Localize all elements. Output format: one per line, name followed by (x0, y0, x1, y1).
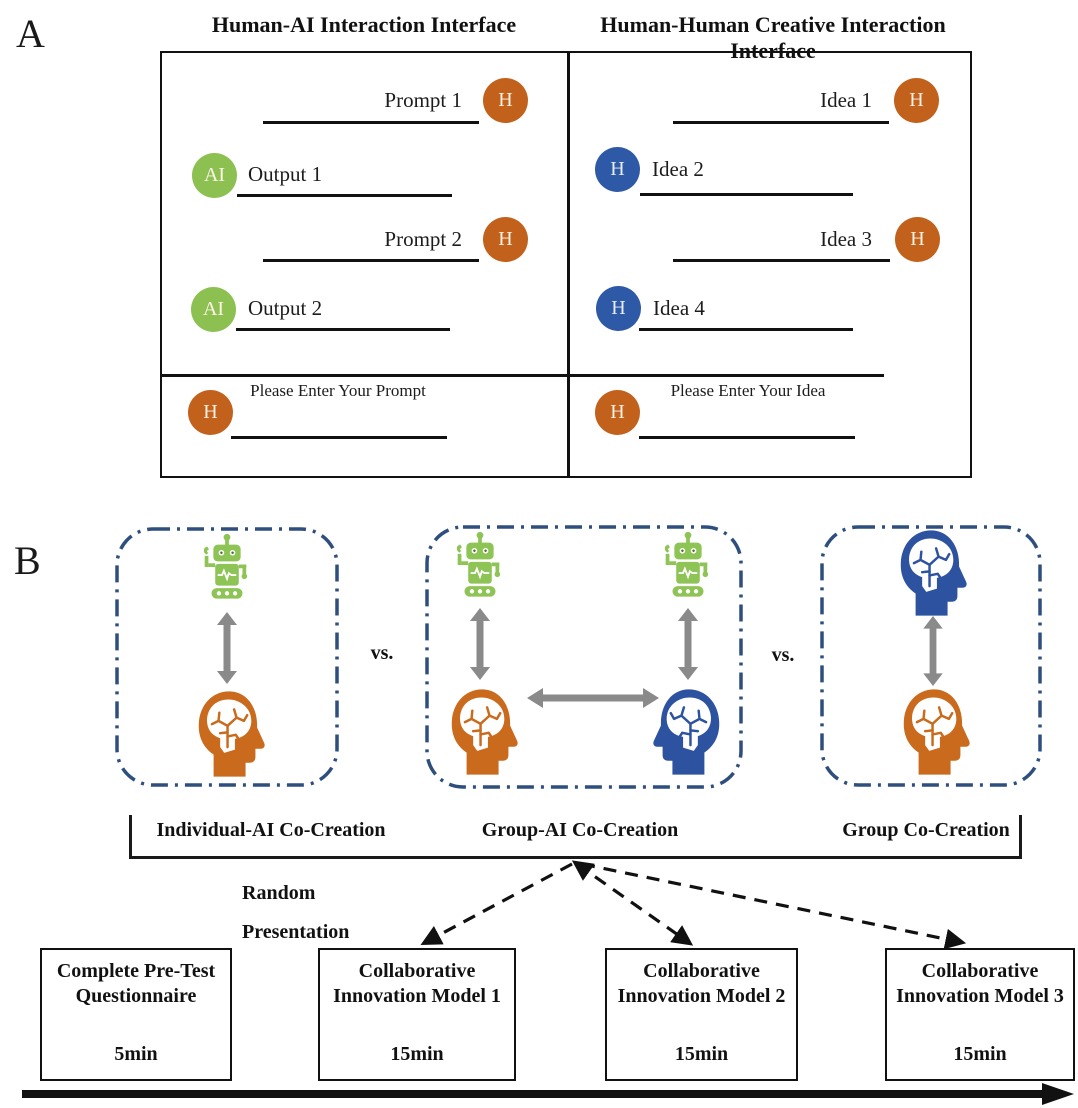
box-line2: Innovation Model 3 (896, 985, 1064, 1007)
brain-head-icon (894, 686, 976, 778)
model-2-box: Collaborative Innovation Model 2 15min (605, 948, 798, 1081)
brain-head-icon (891, 527, 973, 619)
robot-icon (449, 530, 511, 600)
double-arrow-icon (527, 685, 659, 711)
partner-avatar: H (595, 147, 640, 192)
box-duration: 15min (674, 1043, 729, 1065)
message-underline (639, 328, 853, 331)
left-interface-title: Human-AI Interaction Interface (211, 12, 517, 37)
random-presentation-label: Random (242, 882, 316, 904)
human-avatar: H (895, 217, 940, 262)
condition-label-individual-ai: Individual-AI Co-Creation (156, 819, 386, 841)
double-arrow-icon (676, 608, 700, 680)
bracket-right-tick (1019, 815, 1022, 859)
message-text: Idea 1 (820, 88, 872, 112)
group-dashed-box (820, 525, 1042, 787)
message-text: Idea 3 (820, 227, 872, 251)
input-underline (639, 436, 855, 439)
condition-label-group-ai: Group-AI Co-Creation (481, 819, 679, 841)
human-avatar: H (483, 217, 528, 262)
message-text: Prompt 2 (384, 227, 462, 251)
message-underline (237, 194, 452, 197)
panel-b-label: B (14, 538, 41, 583)
brain-head-icon (647, 686, 729, 778)
human-avatar: H (894, 78, 939, 123)
random-presentation-label: Presentation (242, 921, 350, 943)
box-line1: Collaborative (643, 960, 760, 982)
message-text: Output 2 (248, 296, 323, 320)
double-arrow-icon (215, 612, 239, 684)
box-line1: Collaborative (358, 960, 476, 982)
input-section-divider (161, 374, 884, 377)
message-text: Output 1 (248, 162, 323, 186)
individual-ai-dashed-box (115, 527, 339, 787)
input-placeholder: Please Enter Your Prompt (250, 381, 426, 400)
human-avatar: H (595, 390, 640, 435)
pretest-box: Complete Pre-Test Questionnaire 5min (40, 948, 232, 1081)
double-arrow-icon (921, 616, 945, 686)
robot-icon (196, 532, 258, 602)
box-line2: Innovation Model 1 (333, 985, 501, 1007)
message-text: Idea 4 (653, 296, 705, 320)
model-3-box: Collaborative Innovation Model 3 15min (885, 948, 1075, 1081)
double-arrow-icon (468, 608, 492, 680)
box-duration: 5min (114, 1043, 158, 1065)
interfaces-frame (160, 51, 972, 478)
box-line1: Complete Pre-Test (56, 960, 216, 982)
message-underline (640, 193, 853, 196)
message-underline (263, 121, 479, 124)
conditions-bracket (129, 856, 1022, 859)
box-duration: 15min (953, 1043, 1007, 1065)
vs-label-left: vs. (370, 642, 394, 664)
partner-avatar: H (596, 286, 641, 331)
panel-a-label: A (16, 11, 45, 56)
box-line2: Innovation Model 2 (617, 985, 786, 1007)
brain-head-icon (189, 688, 271, 780)
random-assignment-arrows (420, 860, 967, 950)
human-avatar: H (188, 390, 233, 435)
box-duration: 15min (390, 1043, 444, 1065)
input-underline (231, 436, 447, 439)
message-text: Prompt 1 (384, 88, 462, 112)
box-line1: Collaborative (921, 960, 1039, 982)
robot-icon (657, 530, 719, 600)
bracket-left-tick (129, 815, 132, 859)
right-interface-title: Human-Human Creative Interaction Interfa… (600, 12, 946, 63)
message-underline (236, 328, 450, 331)
box-line2: Questionnaire (75, 985, 197, 1007)
ai-avatar: AI (191, 287, 236, 332)
message-text: Idea 2 (652, 157, 704, 181)
message-underline (263, 259, 479, 262)
input-placeholder: Please Enter Your Idea (670, 381, 826, 400)
condition-label-group: Group Co-Creation (842, 819, 1010, 841)
brain-head-icon (442, 686, 524, 778)
model-1-box: Collaborative Innovation Model 1 15min (318, 948, 516, 1081)
message-underline (673, 259, 890, 262)
human-avatar: H (483, 78, 528, 123)
timeline-arrow (22, 1083, 1074, 1105)
vs-label-right: vs. (771, 644, 795, 666)
ai-avatar: AI (192, 153, 237, 198)
interface-divider (567, 51, 570, 476)
message-underline (673, 121, 889, 124)
